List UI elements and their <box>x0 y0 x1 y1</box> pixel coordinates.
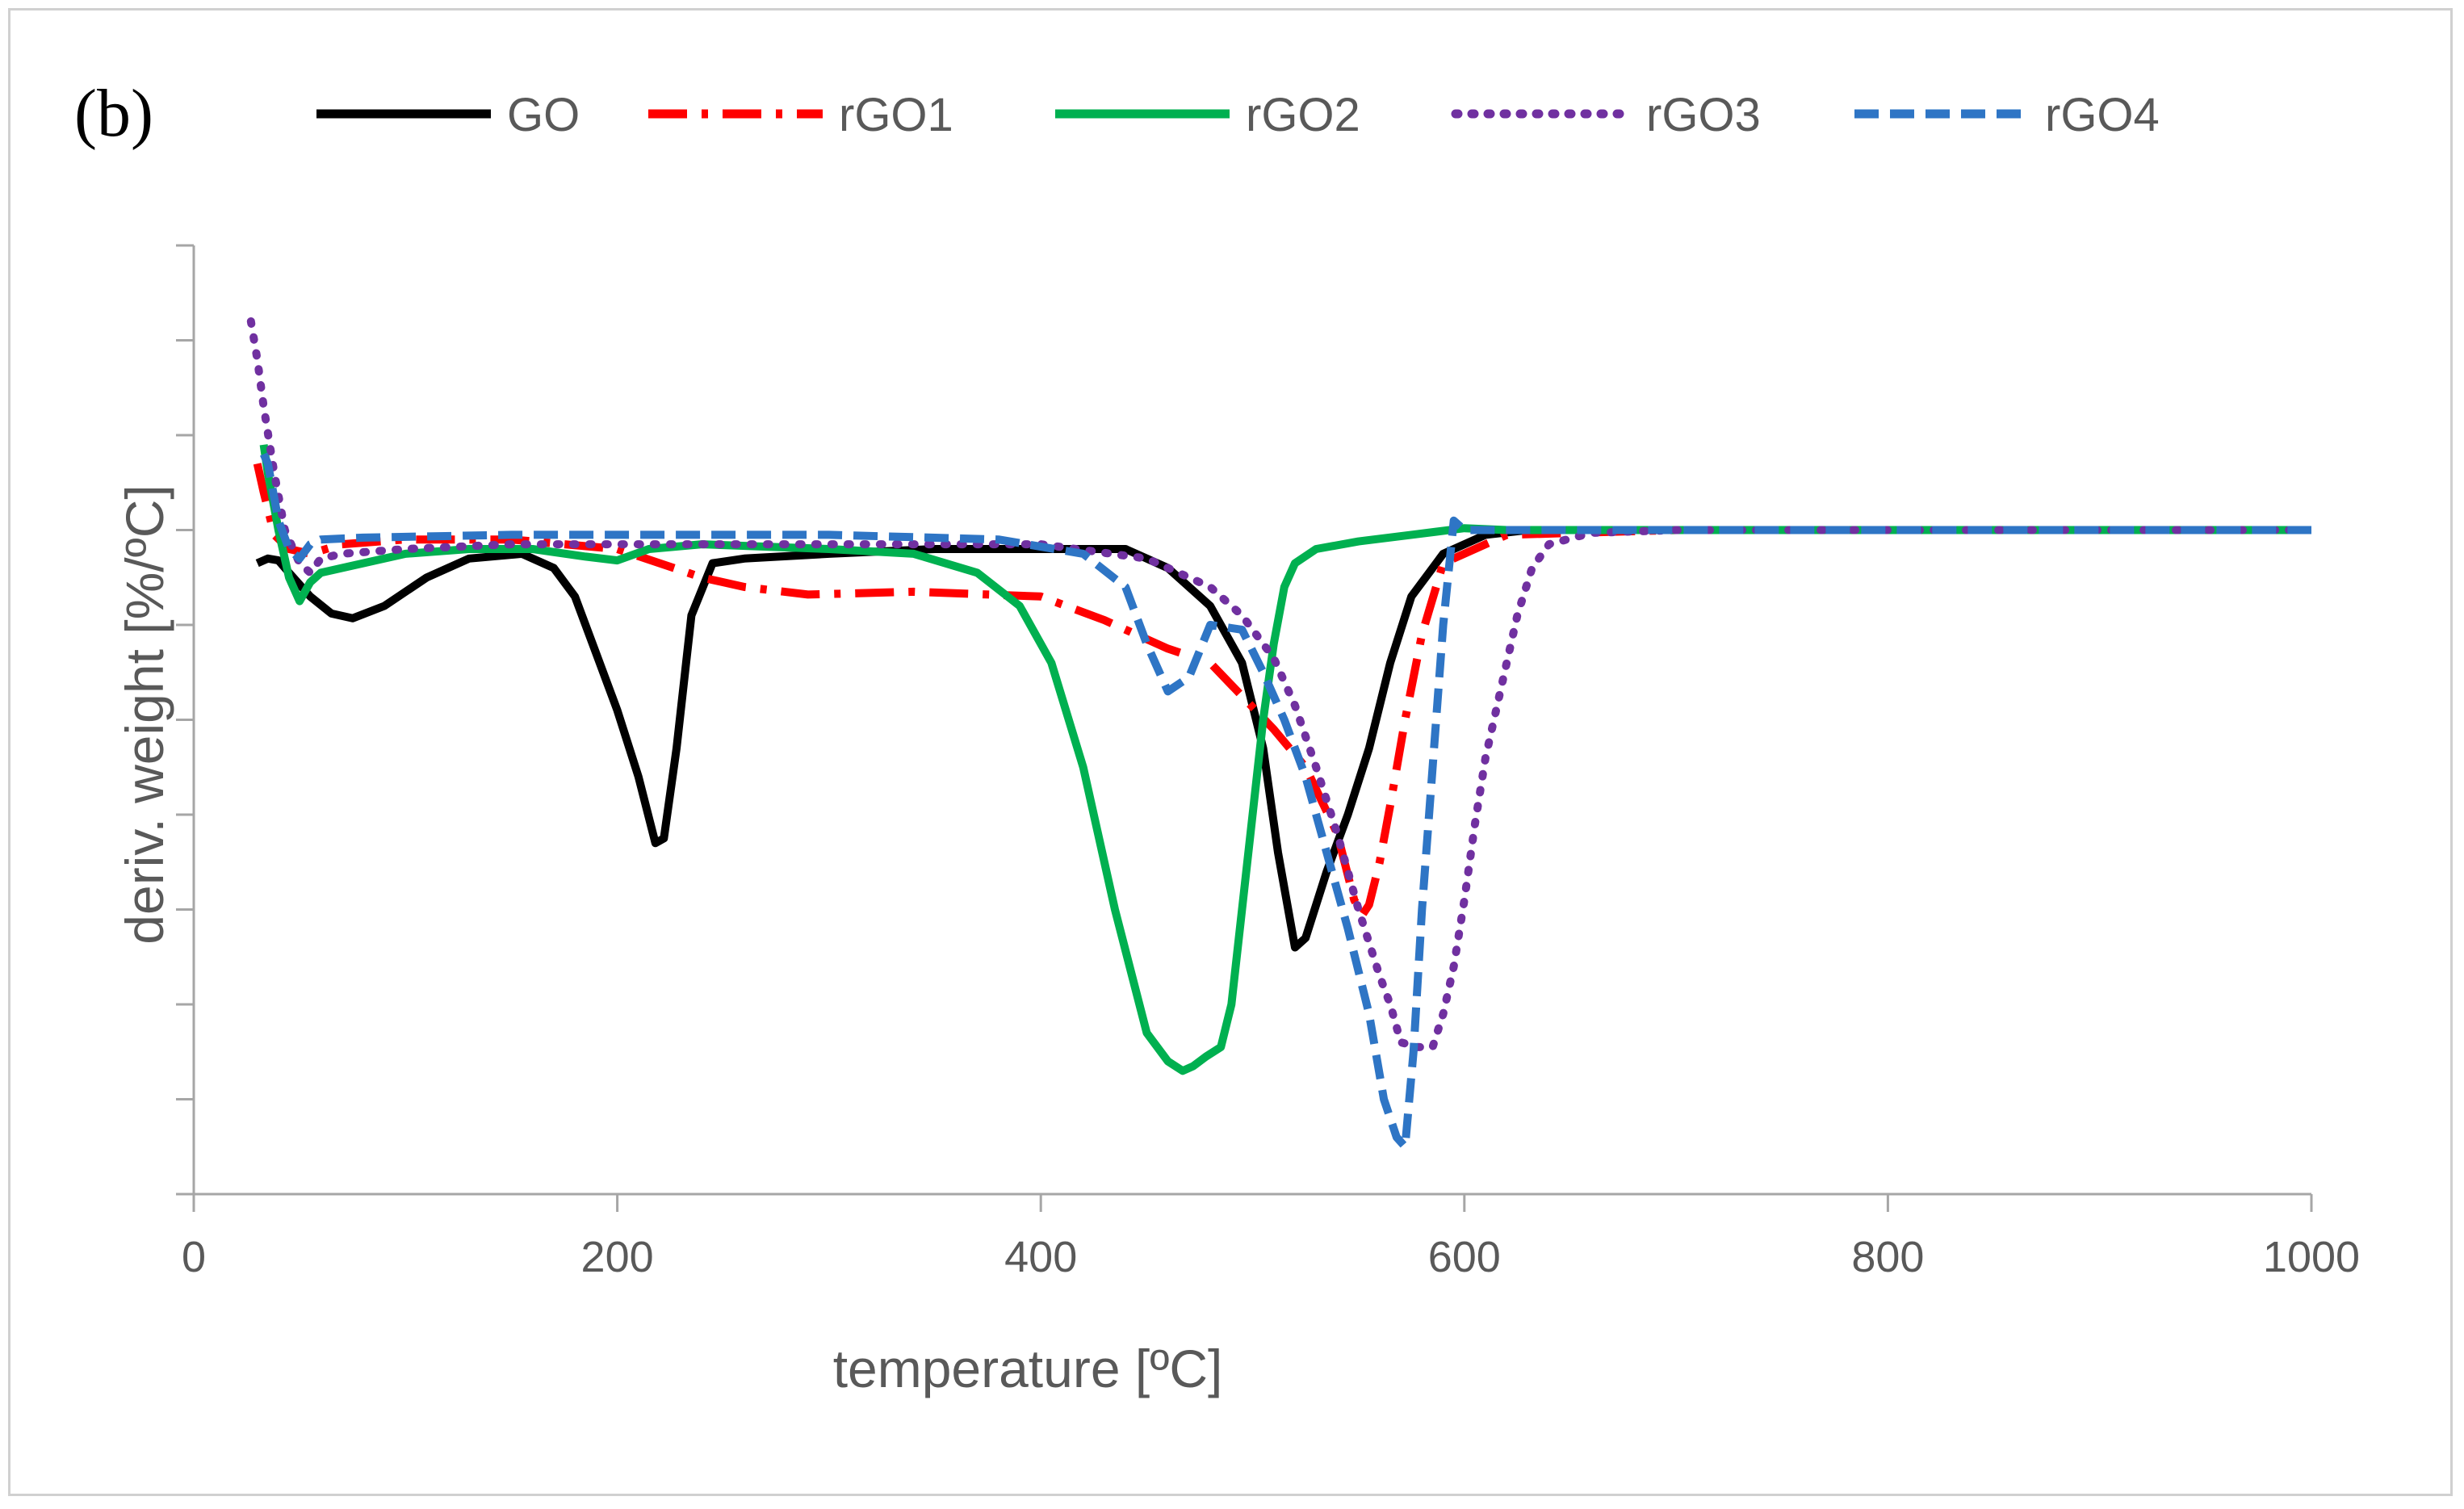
x-tick-label: 1000 <box>2263 1233 2360 1281</box>
legend: GO rGO1 rGO2 rGO3 rGO4 <box>316 89 2160 141</box>
legend-label-rgo1: rGO1 <box>839 89 953 141</box>
legend-label-rgo2: rGO2 <box>1246 89 1360 141</box>
legend-label-go: GO <box>507 89 580 141</box>
chart-frame <box>8 8 2453 1496</box>
series-rgo3-line <box>246 317 2315 1051</box>
legend-label-rgo3: rGO3 <box>1646 89 1761 141</box>
series-go-line <box>255 526 2311 952</box>
x-tick-label: 400 <box>1004 1233 1077 1281</box>
x-tick-label: 800 <box>1851 1233 1924 1281</box>
legend-label-rgo4: rGO4 <box>2045 89 2160 141</box>
x-tick-label: 0 <box>182 1233 206 1281</box>
x-axis-title: temperature [ºC] <box>833 1339 1223 1398</box>
y-axis-title: deriv. weight [%/ºC] <box>115 484 174 944</box>
series-rgo4-line <box>260 452 2311 1151</box>
axes: 0 200 400 600 800 1000 <box>176 244 2360 1281</box>
panel-label: (b) <box>74 76 153 151</box>
series-rgo2-line <box>259 444 2311 1075</box>
series-layer <box>246 317 2315 1151</box>
x-tick-label: 200 <box>581 1233 654 1281</box>
series-rgo1-line <box>253 463 2311 919</box>
x-tick-label: 600 <box>1428 1233 1501 1281</box>
